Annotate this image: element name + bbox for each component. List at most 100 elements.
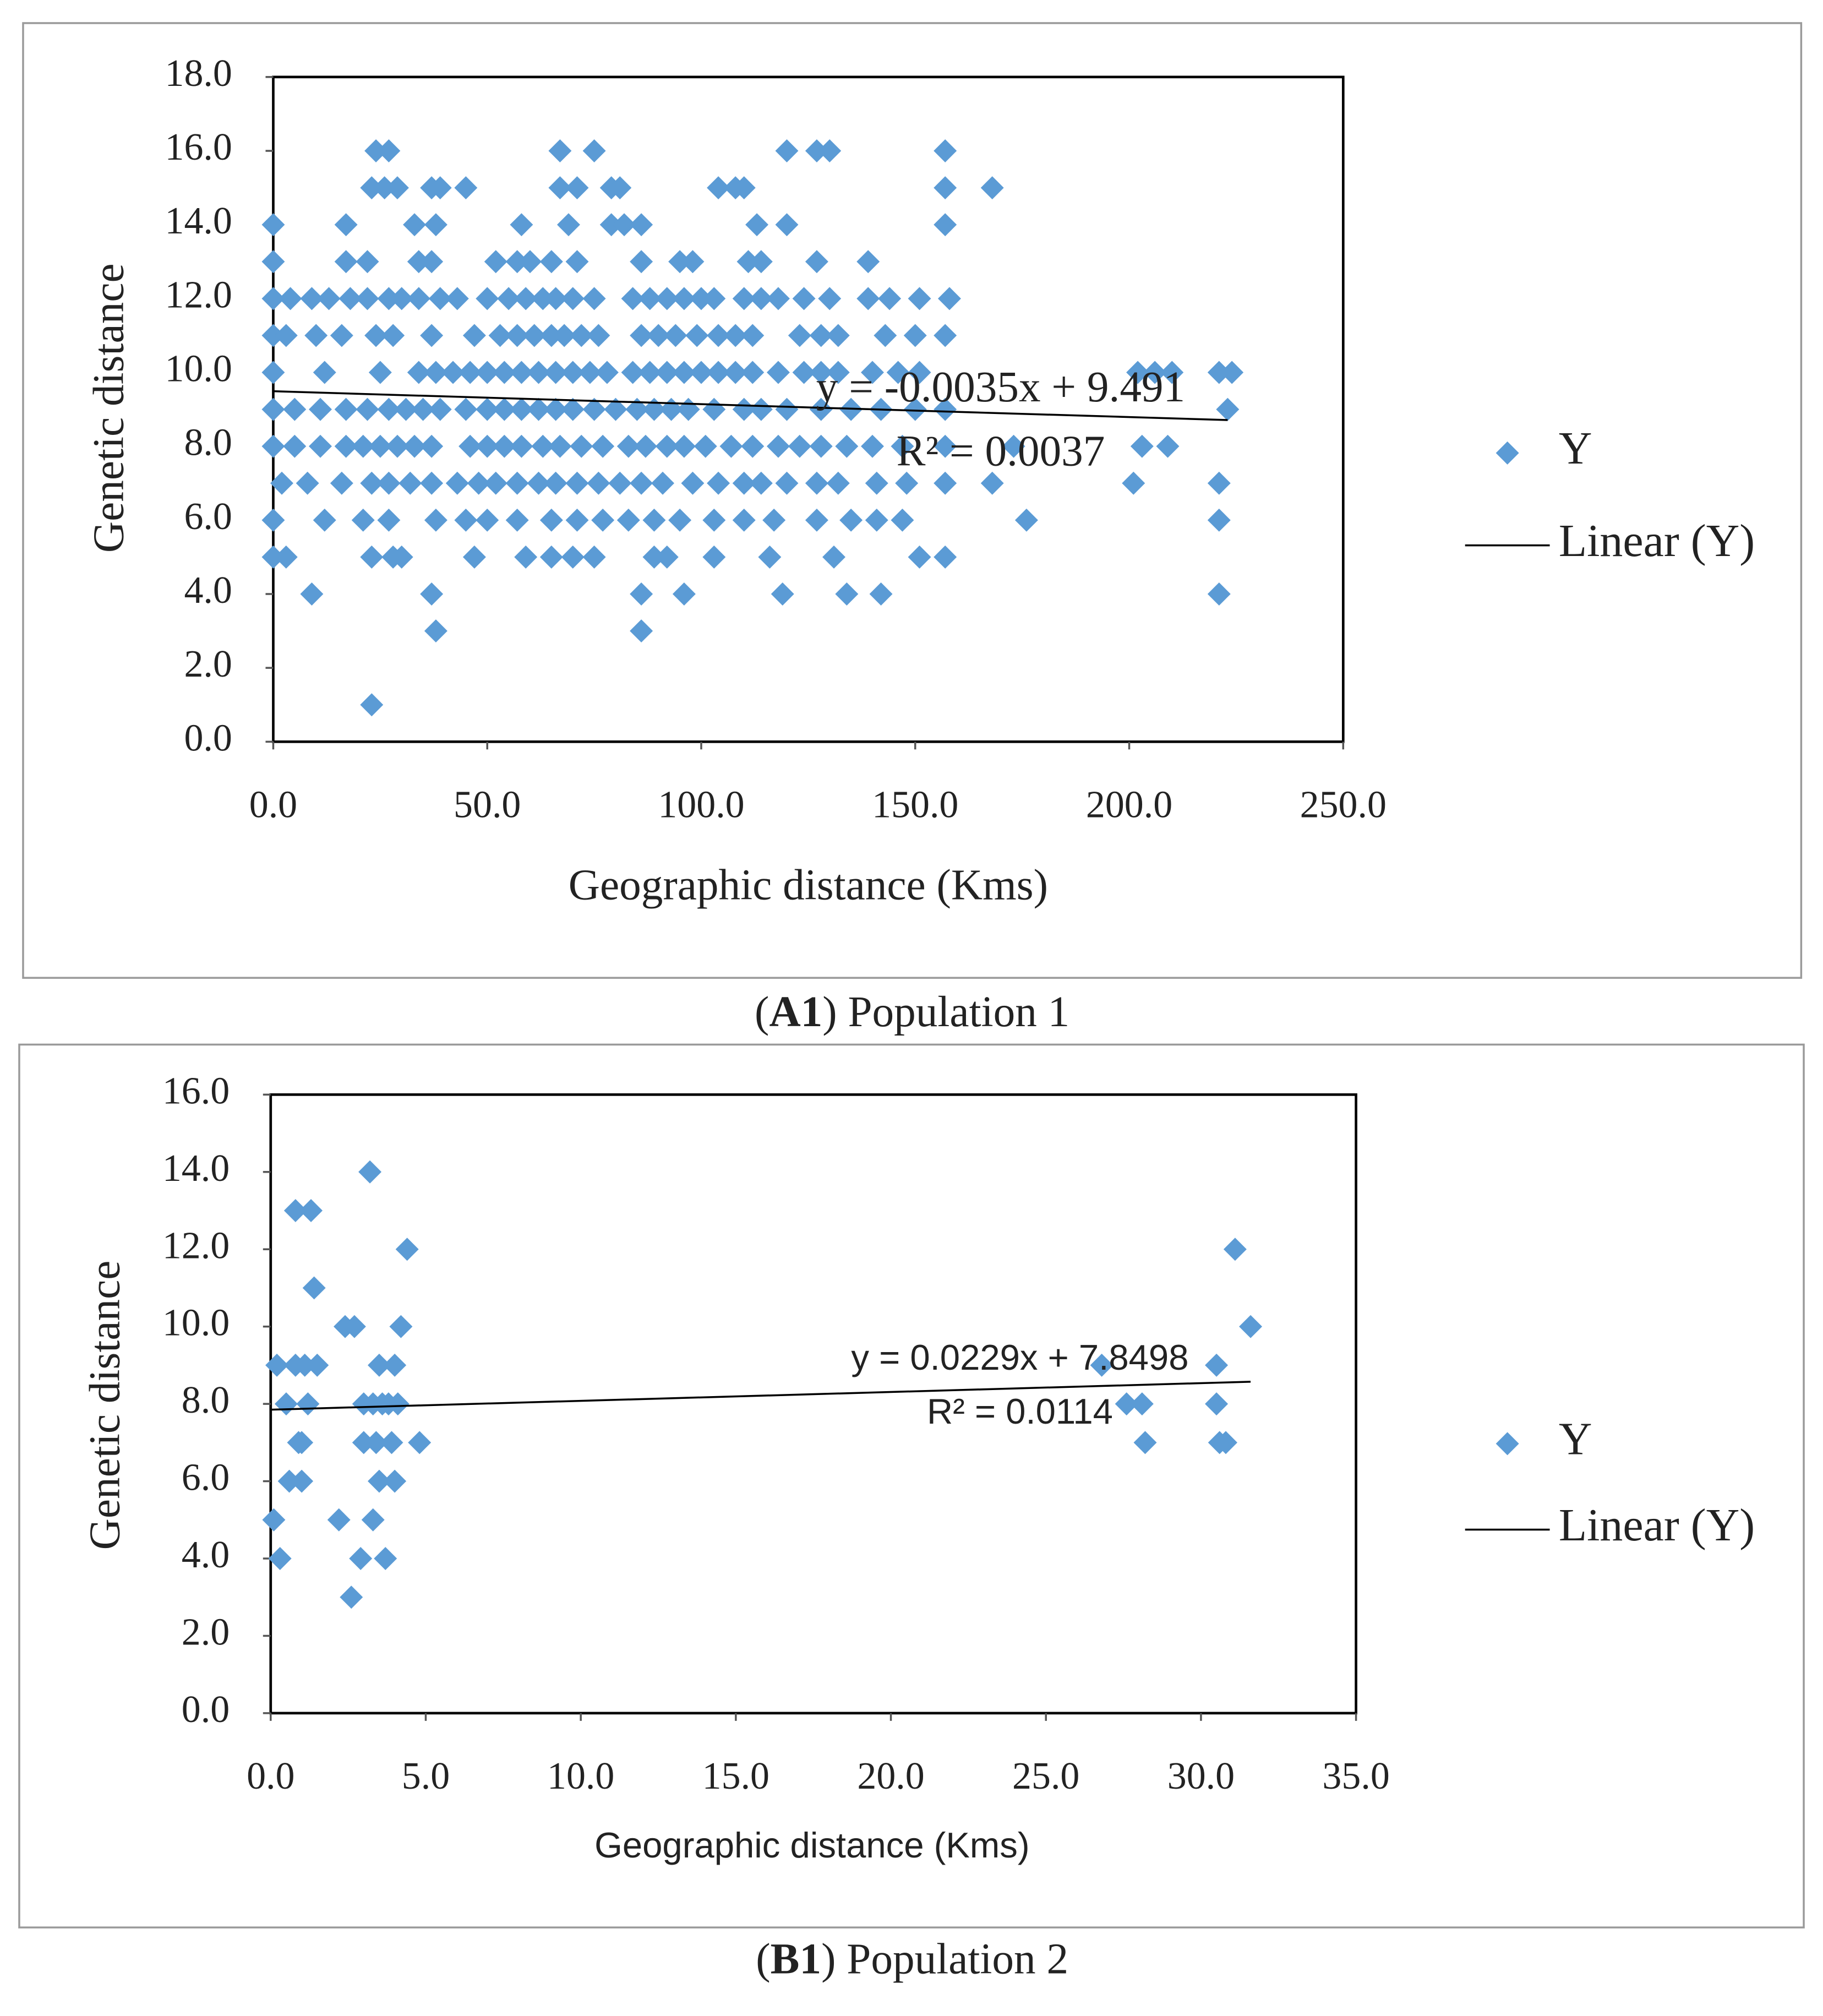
data-point: [681, 471, 705, 495]
equation: y = 0.0229x + 7.8498: [851, 1337, 1188, 1377]
data-point: [934, 545, 957, 569]
data-point: [908, 361, 931, 384]
data-point: [886, 361, 910, 384]
chart-frame: [18, 1043, 1805, 1928]
data-point: [818, 287, 842, 310]
data-point: [330, 324, 353, 347]
data-point: [934, 213, 957, 237]
data-point: [309, 434, 332, 458]
data-point: [505, 324, 529, 347]
data-point: [934, 139, 957, 163]
data-point: [655, 545, 679, 569]
data-point: [274, 1392, 298, 1416]
data-point: [364, 324, 388, 347]
data-point: [775, 213, 799, 237]
data-point: [587, 471, 610, 495]
data-point: [476, 361, 499, 384]
data-point: [1014, 508, 1038, 532]
data-point: [381, 324, 405, 347]
data-point: [792, 361, 816, 384]
data-point: [380, 1431, 403, 1454]
data-point: [340, 1585, 363, 1609]
data-point: [383, 1353, 407, 1377]
data-point: [403, 213, 427, 237]
data-point: [822, 545, 846, 569]
data-point: [428, 287, 452, 310]
data-point: [544, 287, 567, 310]
data-point: [1216, 397, 1240, 421]
data-point: [775, 139, 799, 163]
data-point: [293, 1353, 316, 1377]
data-point: [630, 619, 653, 643]
data-point: [454, 397, 478, 421]
data-point: [707, 361, 730, 384]
data-point: [277, 1469, 301, 1493]
data-point: [261, 434, 285, 458]
data-point: [334, 213, 358, 237]
data-point: [411, 397, 435, 421]
data-point: [1115, 1392, 1138, 1416]
data-point: [300, 582, 324, 606]
data-point: [638, 287, 662, 310]
data-point: [1133, 1431, 1157, 1454]
data-point: [775, 397, 799, 421]
legend-label: Y: [1559, 423, 1592, 474]
data-point: [390, 287, 413, 310]
data-point: [389, 1315, 413, 1338]
data-point: [261, 361, 285, 384]
data-point: [565, 250, 589, 274]
caption: (A1) Population 1: [755, 988, 1069, 1036]
data-point: [570, 324, 593, 347]
trend-line: [273, 390, 1228, 421]
data-point: [621, 287, 645, 310]
data-point: [505, 250, 529, 274]
data-point: [741, 324, 765, 347]
data-point: [856, 250, 880, 274]
y-axis-title: Genetic distance: [84, 263, 133, 553]
data-point: [732, 508, 756, 532]
data-point: [445, 287, 469, 310]
data-point: [484, 250, 507, 274]
data-point: [300, 287, 324, 310]
x-tick-label: 30.0: [1167, 1755, 1235, 1797]
data-point: [625, 397, 649, 421]
data-point: [317, 287, 341, 310]
data-point: [707, 471, 730, 495]
data-point: [395, 1238, 419, 1261]
data-point: [934, 324, 957, 347]
data-point: [792, 287, 816, 310]
data-point: [561, 361, 585, 384]
data-point: [865, 471, 888, 495]
data-point: [377, 397, 401, 421]
data-point: [762, 508, 786, 532]
data-point: [608, 471, 632, 495]
data-point: [1090, 1353, 1114, 1377]
data-point: [1223, 1238, 1247, 1261]
caption-label: A1: [769, 988, 822, 1036]
x-tick-label: 15.0: [702, 1755, 769, 1797]
data-point: [556, 213, 580, 237]
data-point: [334, 250, 358, 274]
data-point: [651, 471, 674, 495]
data-point: [835, 582, 859, 606]
data-point: [604, 397, 627, 421]
data-point: [548, 139, 572, 163]
data-point: [522, 324, 546, 347]
data-point: [367, 1353, 391, 1377]
data-point: [758, 545, 782, 569]
data-point: [339, 287, 362, 310]
data-point: [377, 139, 401, 163]
data-point: [265, 1353, 289, 1377]
data-point: [356, 397, 379, 421]
data-point: [373, 176, 396, 200]
data-point: [616, 434, 640, 458]
data-point: [934, 397, 957, 421]
data-point: [407, 361, 430, 384]
data-point: [1130, 434, 1154, 458]
data-point: [368, 361, 392, 384]
data-point: [283, 397, 307, 421]
data-point: [420, 434, 444, 458]
data-point: [334, 434, 358, 458]
data-point: [788, 324, 811, 347]
